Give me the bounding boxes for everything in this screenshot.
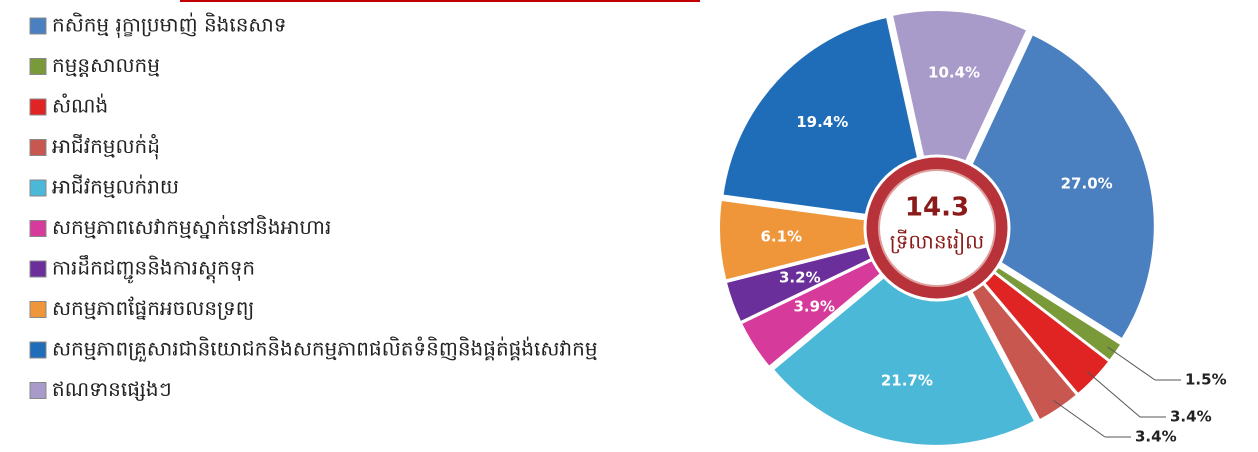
pie-slice xyxy=(941,32,1156,341)
leader-line xyxy=(1087,371,1141,418)
slice-label: 1.5% xyxy=(1185,371,1227,389)
legend-swatch xyxy=(29,220,47,237)
slice-label: 21.7% xyxy=(881,372,933,390)
slice-label: 3.4% xyxy=(1170,408,1212,426)
legend-swatch xyxy=(29,341,47,359)
legend-label: ការដឹកជញ្ជូននិងការស្តុកទុក xyxy=(52,255,255,284)
slice-label: 27.0% xyxy=(1061,174,1113,192)
pie-slice xyxy=(721,15,934,226)
legend-label: អាជីវកម្មលក់រាយ xyxy=(52,174,179,199)
legend-swatch xyxy=(29,301,47,318)
legend-label: កម្មន្តសាលកម្ម xyxy=(52,53,160,77)
slice-label: 6.1% xyxy=(760,227,802,245)
legend-label: សកម្មភាពសេវាកម្មស្នាក់នៅនិងអាហារ xyxy=(52,214,331,239)
legend-swatch xyxy=(29,139,47,156)
legend: កសិកម្ម រុក្ខាប្រមាញ់ និងនេសាទកម្មន្តសាល… xyxy=(29,12,598,401)
legend-swatch xyxy=(29,179,47,197)
slice-label: 3.9% xyxy=(793,298,835,316)
pie: 27.0% 1.5% 3.4% 3.4% 21.7% 3.9% 3.2% 6.1% 19.4% 1… xyxy=(718,9,1227,447)
slice-label: 19.4% xyxy=(796,113,848,131)
legend-swatch xyxy=(29,260,47,278)
leader-line xyxy=(1053,399,1106,438)
legend-label: សកម្មភាពគ្រួសារជានិយោជកនិងសកម្មភាពផលិតទំ… xyxy=(52,336,598,363)
pie-slice xyxy=(890,9,1029,226)
slice-label: 3.2% xyxy=(779,268,821,286)
legend-swatch xyxy=(29,382,47,399)
center-disc xyxy=(878,169,996,287)
legend-swatch xyxy=(29,17,47,35)
leader-line xyxy=(1107,346,1156,381)
legend-label: កសិកម្ម រុក្ខាប្រមាញ់ និងនេសាទ xyxy=(52,12,287,39)
center-label: ទ្រីលានរៀល xyxy=(890,229,984,256)
legend-label: អាជីវកម្មលក់ដុំ xyxy=(52,133,160,160)
legend-swatch xyxy=(29,58,47,75)
slice-label: 3.4% xyxy=(1135,428,1177,446)
legend-label: សកម្មភាពផ្នែកអចលនទ្រព្យ xyxy=(52,296,254,320)
pie-slice xyxy=(771,232,1037,447)
legend-swatch xyxy=(29,98,47,116)
legend-label: ឥណទានផ្សេងៗ xyxy=(52,377,172,401)
slice-label: 10.4% xyxy=(928,63,980,81)
center-value: 14.3 xyxy=(905,193,969,223)
legend-label: សំណង់ xyxy=(52,93,108,118)
pie-slice xyxy=(718,198,932,282)
